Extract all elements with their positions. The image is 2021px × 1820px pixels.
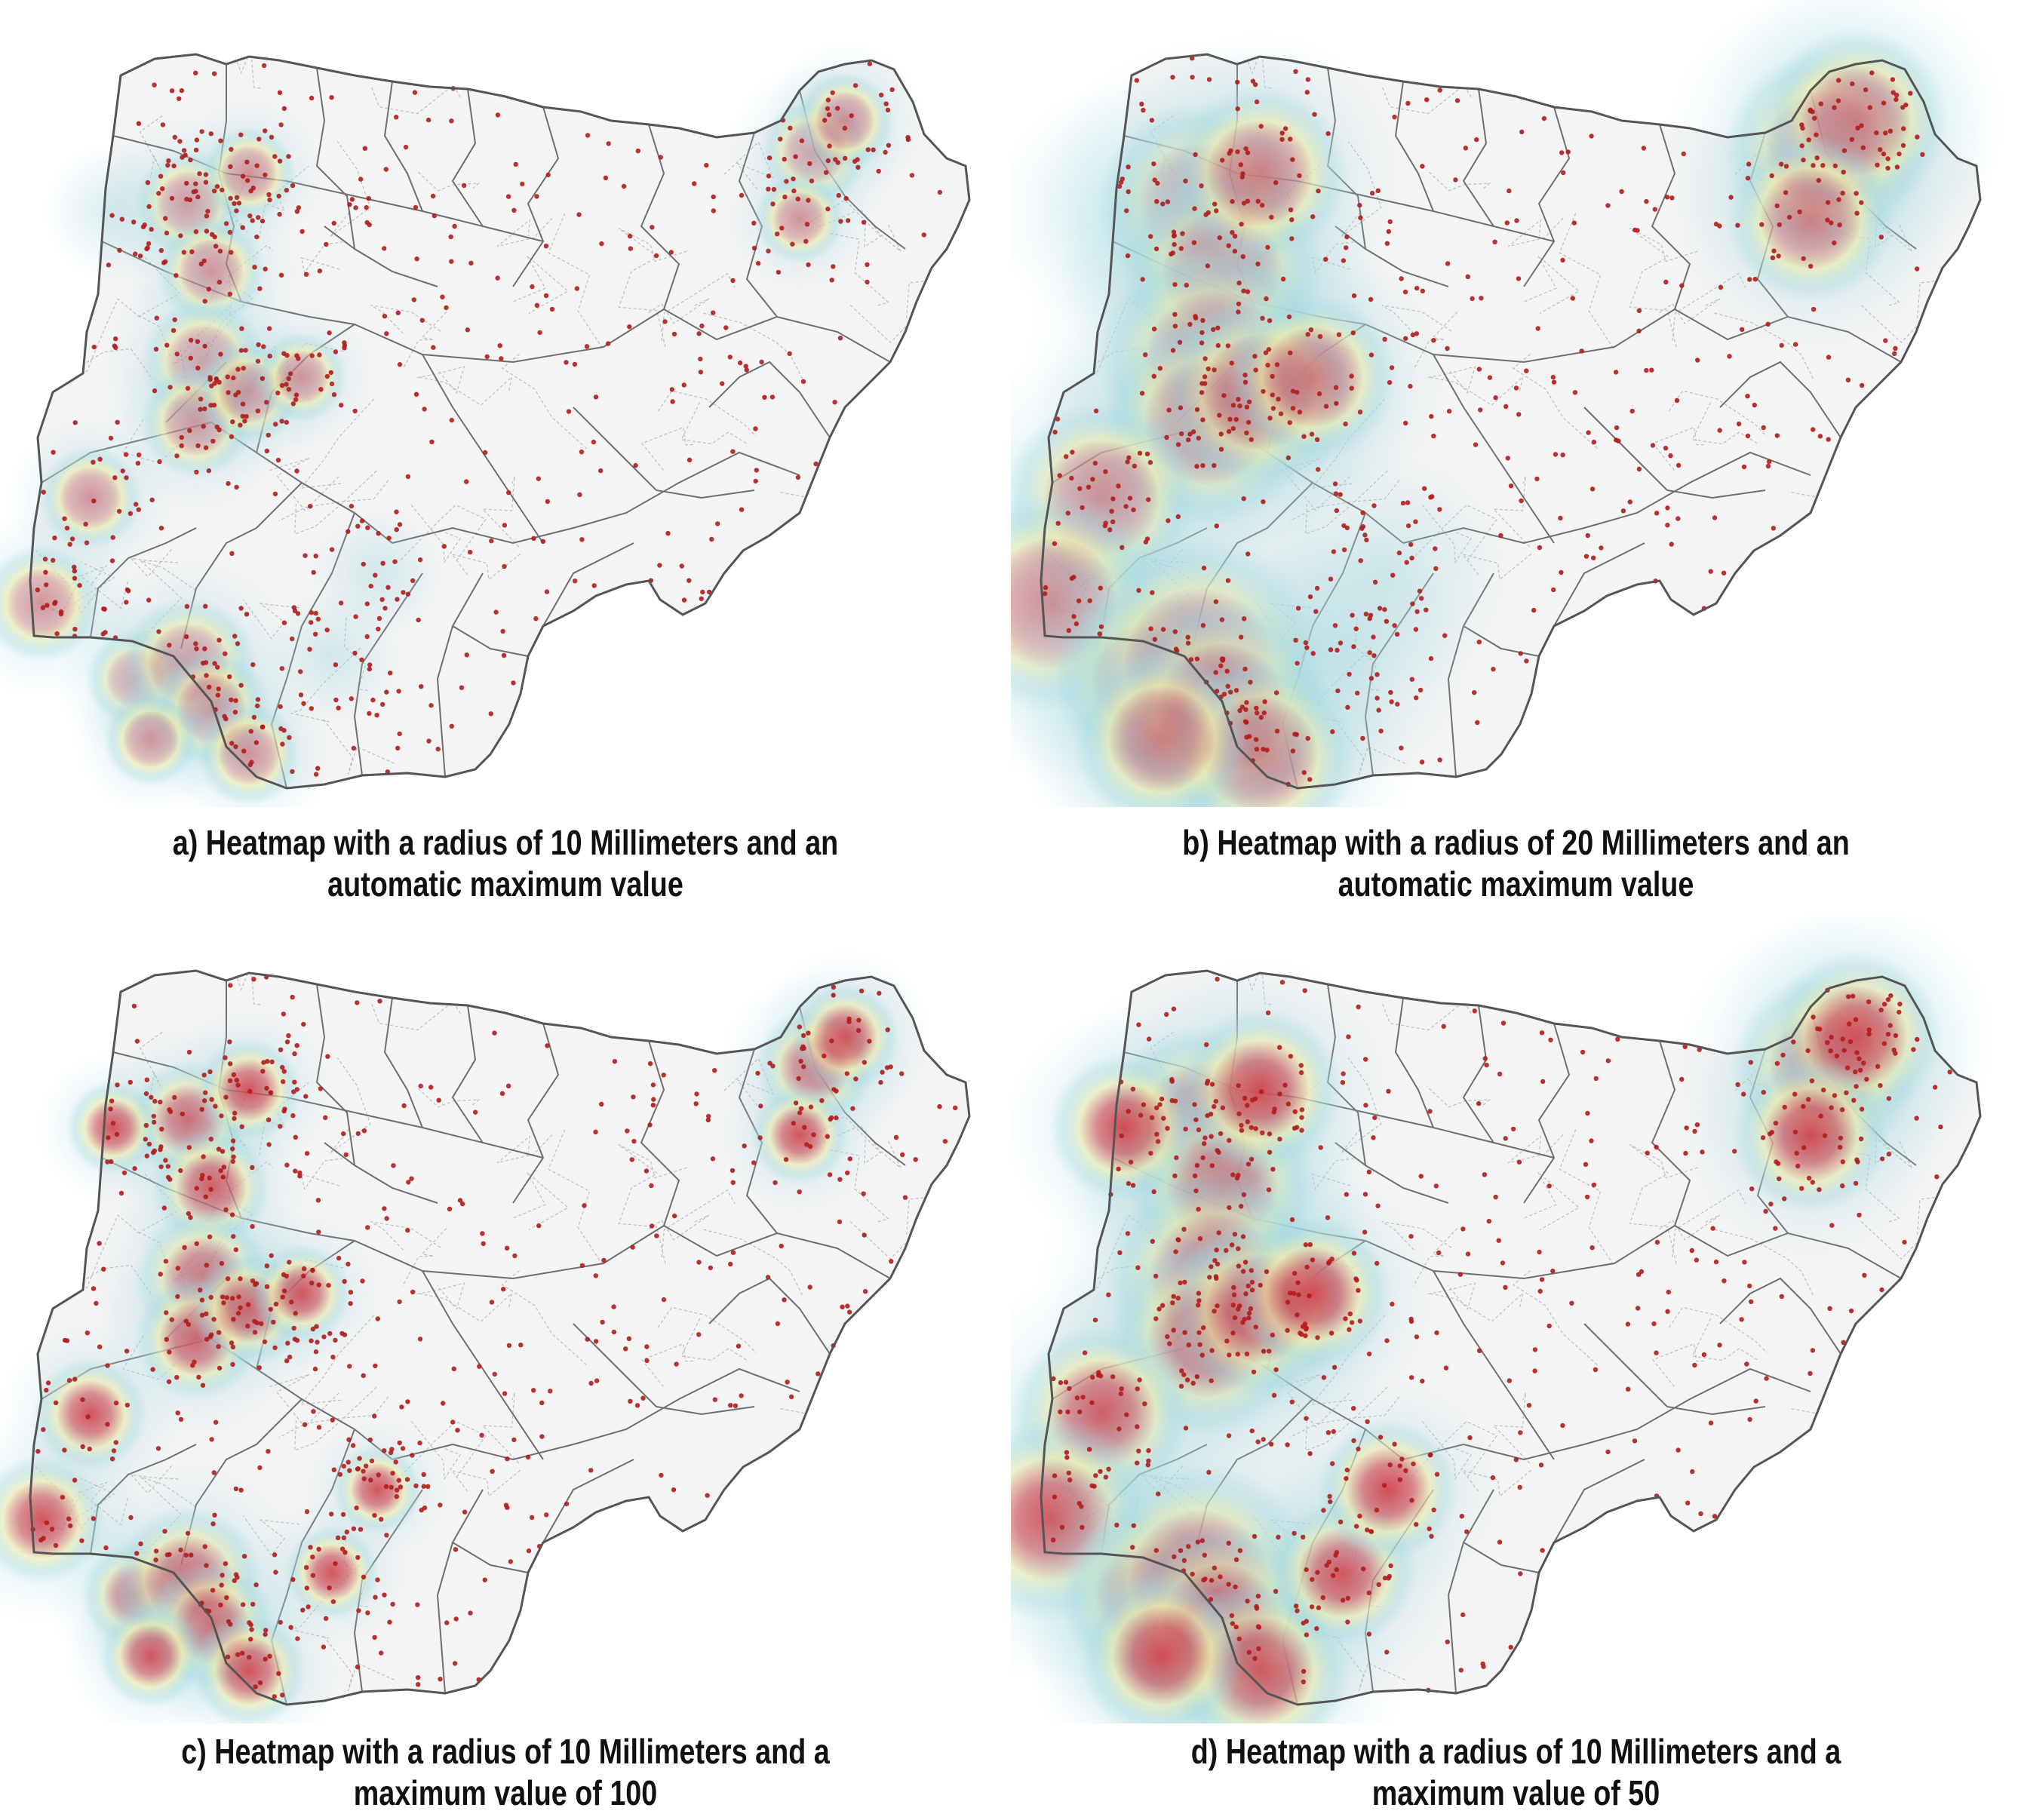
heatmap-map-d (1011, 916, 1995, 1723)
caption-d-line1: d) Heatmap with a radius of 10 Millimete… (1190, 1732, 1841, 1771)
heatmap-map-a (0, 41, 971, 807)
caption-b-line1: b) Heatmap with a radius of 20 Millimete… (1182, 823, 1850, 862)
heatmap-map-b (1011, 0, 2005, 807)
country-border (29, 53, 971, 790)
caption-d-line2: maximum value of 50 (1371, 1773, 1660, 1812)
point-markers (30, 974, 958, 1699)
panel-b: b) Heatmap with a radius of 20 Millimete… (1011, 0, 2021, 905)
point-markers (1042, 56, 1925, 787)
country-border (1040, 969, 1982, 1706)
caption-c-line1: c) Heatmap with a radius of 10 Millimete… (181, 1732, 830, 1771)
panel-d: d) Heatmap with a radius of 10 Millimete… (1011, 916, 2021, 1820)
heatmap-map-c (0, 949, 971, 1723)
caption-c: c) Heatmap with a radius of 10 Millimete… (91, 1731, 920, 1814)
panel-c: c) Heatmap with a radius of 10 Millimete… (0, 916, 1011, 1820)
caption-b: b) Heatmap with a radius of 20 Millimete… (1102, 822, 1930, 905)
panel-a: a) Heatmap with a radius of 10 Millimete… (0, 0, 1011, 905)
caption-a-line2: automatic maximum value (327, 864, 683, 904)
heat-layer (1011, 0, 2005, 807)
point-markers (1050, 977, 1952, 1693)
caption-a: a) Heatmap with a radius of 10 Millimete… (91, 822, 920, 905)
caption-c-line2: maximum value of 100 (353, 1773, 658, 1812)
country-border (29, 969, 971, 1706)
heat-layer (0, 41, 925, 807)
caption-b-line2: automatic maximum value (1338, 864, 1694, 904)
country-border (1040, 53, 1982, 790)
point-markers (35, 61, 943, 777)
caption-a-line1: a) Heatmap with a radius of 10 Millimete… (172, 823, 839, 862)
caption-d: d) Heatmap with a radius of 10 Millimete… (1102, 1731, 1930, 1814)
